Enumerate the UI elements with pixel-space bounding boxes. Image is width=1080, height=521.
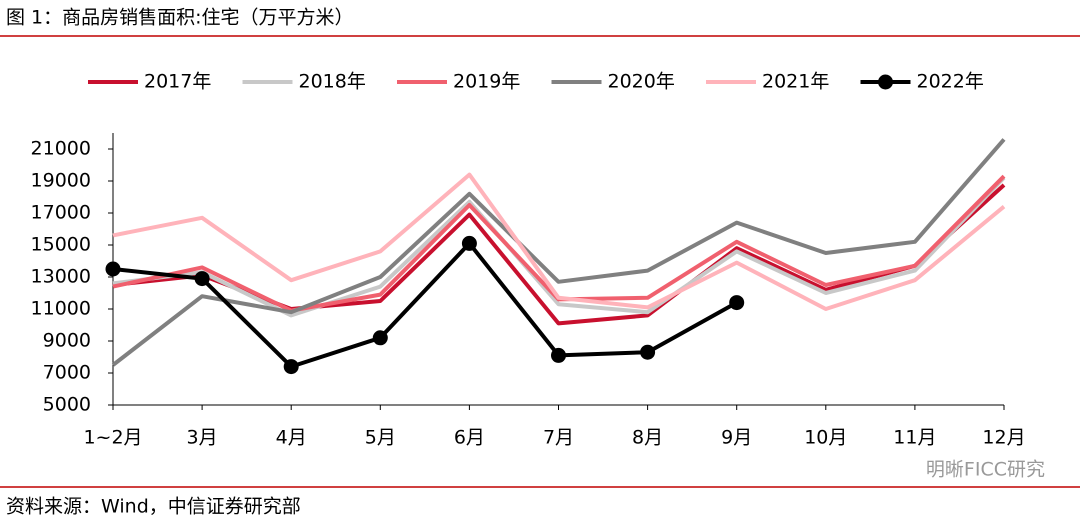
y-tick-label: 13000 (31, 266, 91, 288)
legend-label: 2021年 (762, 71, 829, 93)
y-tick-label: 9000 (43, 330, 91, 352)
series-marker (729, 295, 745, 311)
x-tick-label: 11月 (893, 427, 936, 449)
legend-label: 2019年 (453, 71, 520, 93)
series-marker (372, 330, 388, 346)
watermark: 明晰FICC研究 (926, 459, 1045, 481)
chart-title: 图 1：商品房销售面积:住宅（万平方米） (6, 7, 354, 29)
x-tick-label: 8月 (632, 427, 663, 449)
series-line (112, 174, 1006, 313)
x-tick-label: 10月 (804, 427, 847, 449)
y-tick-label: 5000 (43, 394, 91, 416)
source: 资料来源：Wind，中信证券研究部 (6, 496, 301, 518)
y-tick-label: 17000 (31, 202, 91, 224)
series-line (112, 241, 738, 369)
y-tick-label: 21000 (31, 138, 91, 160)
y-tick-label: 19000 (31, 170, 91, 192)
y-tick-label: 11000 (31, 298, 91, 320)
x-tick-label: 4月 (276, 427, 307, 449)
x-tick-label: 3月 (187, 427, 218, 449)
x-tick-label: 1~2月 (83, 427, 142, 449)
x-tick-label: 6月 (454, 427, 485, 449)
x-tick-label: 9月 (721, 427, 752, 449)
legend-label: 2020年 (608, 71, 675, 93)
series-marker (105, 261, 121, 277)
series-line (111, 138, 1006, 367)
series-marker (640, 344, 656, 360)
x-tick-label: 12月 (982, 427, 1025, 449)
x-tick-label: 5月 (365, 427, 396, 449)
legend-label: 2022年 (917, 71, 984, 93)
y-tick-label: 7000 (43, 362, 91, 384)
legend-marker (878, 74, 893, 90)
series-marker (461, 235, 477, 251)
x-tick-label: 7月 (543, 427, 574, 449)
y-tick-label: 15000 (31, 234, 91, 256)
series-marker (194, 271, 210, 287)
series-marker (283, 359, 299, 375)
series-marker (551, 347, 566, 363)
series-line (112, 176, 1006, 318)
legend-label: 2017年 (144, 71, 211, 93)
legend-label: 2018年 (299, 71, 366, 93)
series-line (112, 172, 1006, 311)
